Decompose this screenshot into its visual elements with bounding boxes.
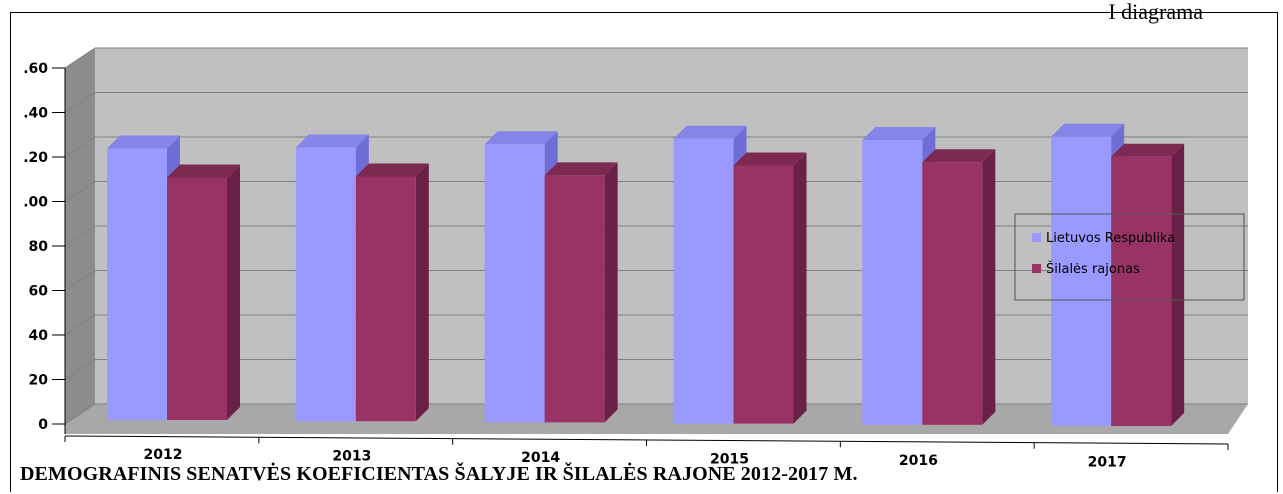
legend-box (1014, 213, 1245, 301)
bar-side (1171, 143, 1185, 426)
bar-2012-s1 (107, 148, 167, 421)
bar-top (1111, 143, 1185, 157)
bar-side (604, 162, 618, 423)
x-axis: 2012 2013 2014 2015 2016 2017 (64, 435, 1229, 471)
gridline-side (64, 92, 96, 113)
y-tick-label: .00 (23, 195, 48, 211)
bar-top (673, 125, 747, 139)
x-tick-label: 2017 (1088, 455, 1127, 471)
bar-2015-s2 (733, 165, 794, 424)
chart-frame: I diagrama (10, 1, 1278, 492)
diagram-label: I diagrama (1108, 0, 1203, 24)
bar-top (295, 134, 369, 148)
bar-top (922, 149, 996, 163)
bar-2016-s1 (862, 140, 923, 425)
x-tick-label: 2014 (521, 450, 560, 466)
y-tick-label: .60 (23, 61, 48, 77)
bar-2014-s2 (544, 175, 605, 423)
gridline-side (64, 403, 96, 425)
bars (107, 123, 1185, 426)
bar-2012-s2 (167, 177, 227, 420)
x-tick-label: 2013 (332, 449, 371, 465)
y-tick-label: 60 (29, 284, 49, 300)
gridline-side (64, 225, 96, 247)
bar-2015-s1 (673, 138, 734, 424)
bar-top (484, 131, 558, 145)
bar-side (415, 163, 429, 422)
legend-label: Lietuvos Respublika (1046, 231, 1175, 246)
gridline-side (64, 136, 96, 158)
bar-2017-s2 (1111, 156, 1172, 426)
x-tick-label: 2016 (899, 453, 938, 469)
gridline-side (64, 47, 96, 69)
legend-swatch (1032, 264, 1041, 273)
y-tick-label: .40 (23, 106, 48, 122)
y-tick-label: 40 (29, 328, 49, 344)
bar-2017-s1 (1051, 136, 1112, 426)
bar-2016-s2 (922, 162, 983, 425)
bar-top (107, 135, 180, 149)
x-tick-label: 2015 (710, 452, 749, 468)
bar-side (982, 149, 996, 425)
bar-2014-s1 (484, 144, 545, 423)
bar-top (862, 127, 936, 140)
y-tick-label: 80 (29, 239, 49, 255)
legend-label: Šilalės rajonas (1046, 261, 1140, 277)
chart-title: DEMOGRAFINIS SENATVĖS KOEFICIENTAS ŠALYJ… (20, 463, 858, 485)
gridline-side (64, 270, 96, 291)
bar-2013-s1 (295, 147, 356, 422)
gridline-side (64, 359, 96, 380)
gridline-side (64, 314, 96, 336)
bar-top (1051, 123, 1125, 137)
y-tick-label: 20 (29, 373, 49, 389)
bar-top (355, 163, 429, 177)
bar-top (544, 162, 618, 176)
x-tick-label: 2012 (144, 447, 183, 463)
bar-top (167, 164, 240, 178)
bar-2013-s2 (355, 176, 416, 422)
legend: Lietuvos Respublika Šilalės rajonas (1014, 213, 1245, 301)
y-tick-label: .20 (23, 150, 48, 166)
gridline-side (64, 181, 96, 202)
y-tick-label: 0 (38, 417, 48, 433)
y-axis-ticks: 0 20 40 60 80 .00 .20 .40 .60 (23, 61, 66, 434)
bar-side (227, 164, 240, 420)
bar-side (793, 152, 807, 424)
bar-top (733, 152, 807, 166)
legend-swatch (1032, 233, 1041, 242)
